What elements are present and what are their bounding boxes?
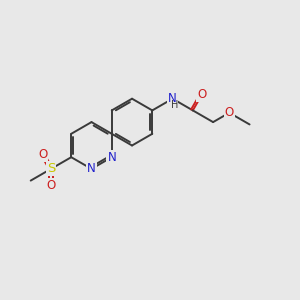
Text: H: H xyxy=(171,100,178,110)
Text: O: O xyxy=(197,88,206,101)
Text: N: N xyxy=(168,92,177,105)
Text: N: N xyxy=(87,162,96,176)
Text: N: N xyxy=(107,151,116,164)
Text: O: O xyxy=(225,106,234,119)
Text: S: S xyxy=(47,162,55,176)
Text: O: O xyxy=(38,148,47,161)
Text: O: O xyxy=(46,179,56,192)
